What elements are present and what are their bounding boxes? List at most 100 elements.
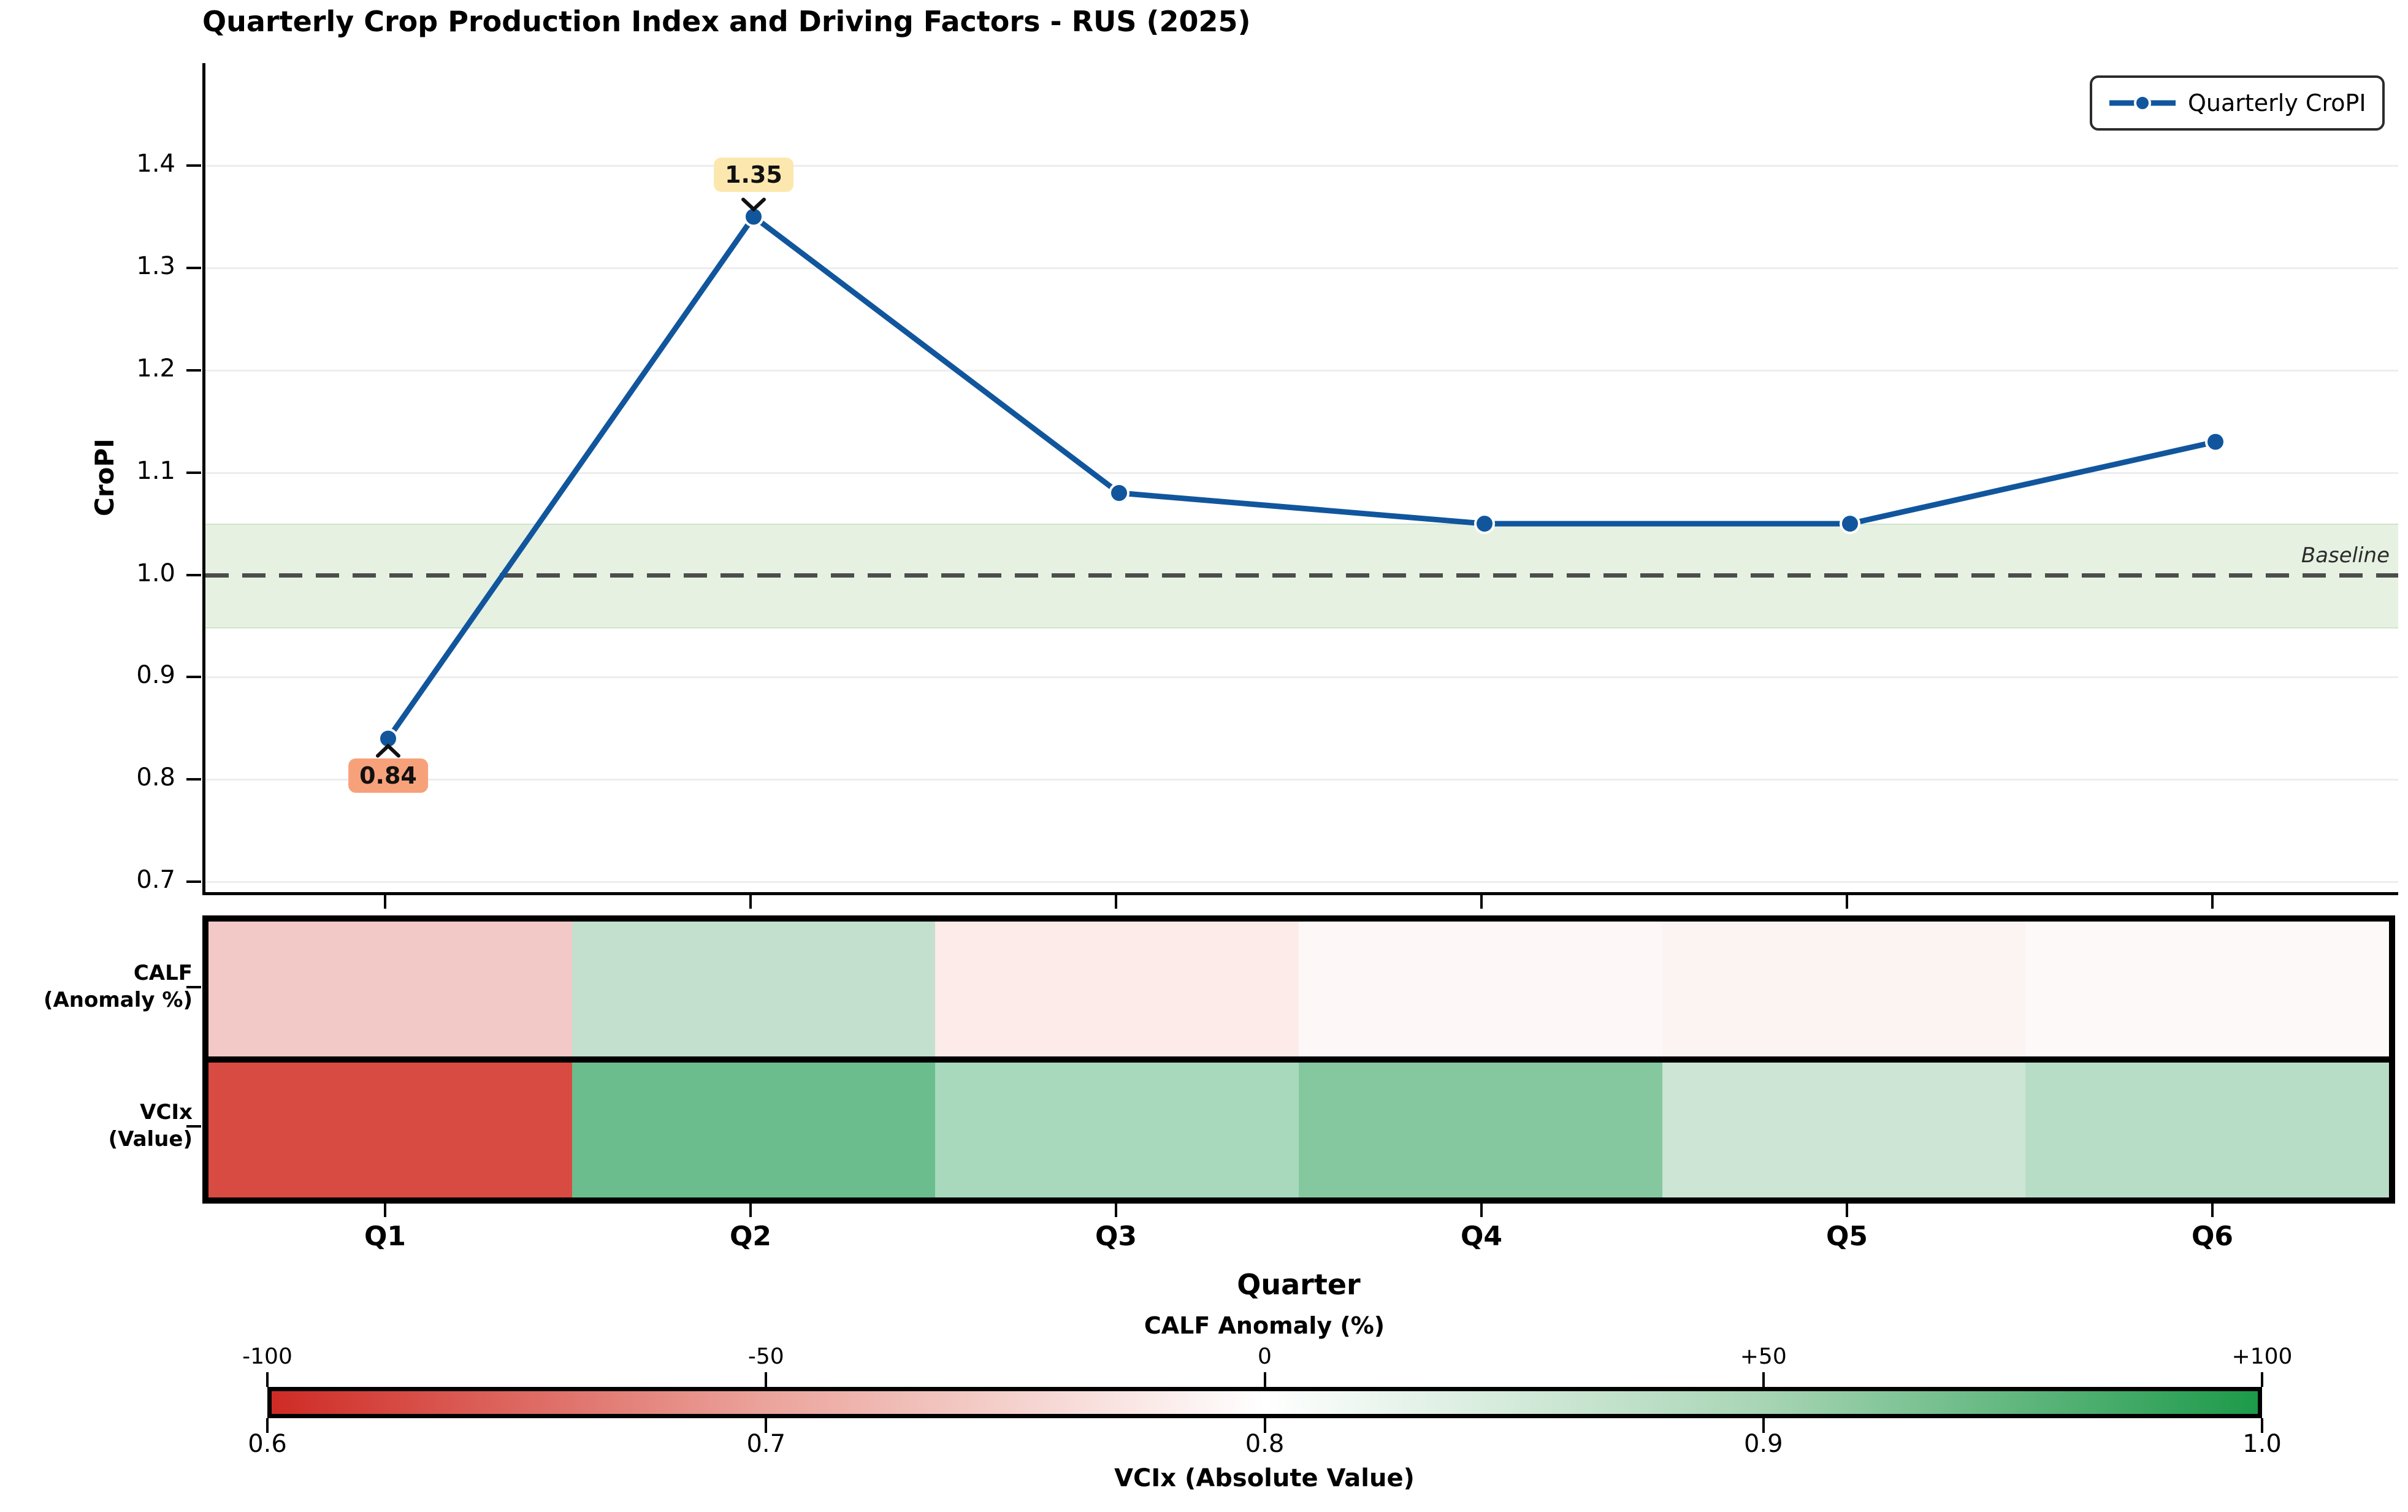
colorbar-bottom-tick-label: 1.0	[2242, 1430, 2282, 1458]
colorbar-top-tick-label: -50	[747, 1344, 784, 1369]
legend: Quarterly CroPI	[2090, 75, 2385, 131]
heatmap-cell-vcix-q4	[1299, 1063, 1662, 1197]
y-tick-label: 0.7	[136, 866, 175, 895]
x-tick-mark	[749, 1204, 752, 1217]
y-tick-mark	[186, 676, 201, 679]
colorbar-tick-mark	[2261, 1418, 2263, 1433]
y-tick-label: 1.4	[136, 149, 175, 178]
y-tick-mark	[186, 164, 201, 167]
x-tick-mark	[384, 1204, 386, 1217]
gridline	[205, 267, 2398, 269]
colorbar-tick-mark	[1762, 1418, 1765, 1433]
colorbar-bottom-tick-label: 0.8	[1245, 1430, 1285, 1458]
colorbar-tick-mark	[765, 1418, 768, 1433]
x-tick-mark	[1480, 895, 1483, 909]
row-label-calf-line2: (Anomaly %)	[43, 987, 193, 1012]
colorbar-top-tick-label: +100	[2231, 1344, 2293, 1369]
x-tick-mark	[1846, 895, 1848, 909]
y-tick-mark	[186, 471, 201, 474]
heatmap-row-vcix	[208, 1063, 2390, 1197]
heatmap-cell-calf-q1	[208, 922, 572, 1056]
y-tick-label: 1.3	[136, 251, 175, 280]
y-tick-label: 0.9	[136, 661, 175, 690]
row-label-vcix-line1: VCIx	[140, 1100, 193, 1124]
data-point-marker	[1474, 513, 1495, 535]
row-label-vcix-line2: (Value)	[108, 1126, 193, 1151]
line-chart-plot-area: Baseline 0.84 1.35	[202, 63, 2398, 895]
colorbar-tick-mark	[1263, 1372, 1266, 1387]
x-tick-label-quarter: Q5	[1825, 1221, 1868, 1252]
y-tick-mark	[186, 573, 201, 576]
y-tick-mark	[186, 266, 201, 269]
heatmap-cell-calf-q5	[1662, 922, 2026, 1056]
heatmap-cell-calf-q6	[2025, 922, 2390, 1056]
x-tick-label-quarter: Q6	[2191, 1221, 2234, 1252]
colorbar-bottom-tick-label: 0.6	[248, 1430, 287, 1458]
x-axis-label: Quarter	[1237, 1268, 1361, 1301]
colorbar-bottom-tick-label: 0.7	[746, 1430, 786, 1458]
arrow-down-icon	[741, 197, 766, 212]
x-tick-mark	[749, 895, 752, 909]
x-tick-label-quarter: Q4	[1460, 1221, 1503, 1252]
gridline	[205, 472, 2398, 474]
gridline	[205, 164, 2398, 167]
heatmap-cell-vcix-q2	[571, 1063, 936, 1197]
colorbar-tick-mark	[2261, 1372, 2263, 1387]
x-tick-label-quarter: Q1	[364, 1221, 407, 1252]
y-tick-mark	[186, 368, 201, 372]
arrow-up-icon	[376, 743, 400, 758]
annotation-q2-value: 1.35	[714, 158, 793, 193]
colorbar-bottom-tick-label: 0.9	[1743, 1430, 1783, 1458]
y-tick-label: 1.0	[136, 559, 175, 587]
x-tick-mark	[1846, 1204, 1848, 1217]
x-tick-mark	[2211, 1204, 2214, 1217]
baseline-label: Baseline	[2301, 543, 2390, 568]
x-tick-mark	[384, 895, 386, 909]
y-tick-label: 0.8	[136, 763, 175, 792]
gridline	[205, 676, 2398, 679]
colorbar-top-title: CALF Anomaly (%)	[1144, 1312, 1385, 1339]
colorbar-tick-mark	[1263, 1418, 1266, 1433]
gridline	[205, 881, 2398, 884]
heatmap-cell-calf-q3	[935, 922, 1299, 1056]
heatmap-cell-vcix-q1	[208, 1063, 572, 1197]
colorbar-tick-mark	[266, 1418, 269, 1433]
heatmap-row-label-calf: CALF (Anomaly %)	[26, 960, 193, 1014]
colorbar-top-tick-label: 0	[1258, 1344, 1272, 1369]
data-point-marker	[1109, 483, 1129, 504]
x-tick-mark	[1480, 1204, 1483, 1217]
x-tick-label-quarter: Q2	[729, 1221, 772, 1252]
colorbar-tick-mark	[1762, 1372, 1765, 1387]
heatmap-row-tick	[186, 986, 201, 988]
legend-entry-label: Quarterly CroPI	[2188, 90, 2366, 116]
baseline-dashed-line	[205, 573, 2398, 578]
y-tick-label: 1.1	[136, 456, 175, 485]
heatmap-row-label-vcix: VCIx (Value)	[26, 1099, 193, 1153]
y-tick-mark	[186, 778, 201, 781]
heatmap-cell-calf-q2	[571, 922, 936, 1056]
colorbar-top-tick-label: -100	[242, 1344, 292, 1369]
x-tick-mark	[1115, 1204, 1117, 1217]
cropi-line-series	[376, 197, 2226, 758]
driver-heatmap	[202, 915, 2395, 1204]
heatmap-cell-vcix-q6	[2025, 1063, 2390, 1197]
y-tick-label: 1.2	[136, 354, 175, 383]
heatmap-cell-calf-q4	[1299, 922, 1662, 1056]
heatmap-cell-vcix-q3	[935, 1063, 1299, 1197]
data-point-marker	[1840, 513, 1860, 535]
heatmap-cell-vcix-q5	[1662, 1063, 2026, 1197]
cropi-line	[386, 212, 2216, 741]
colorbar-bottom-title: VCIx (Absolute Value)	[1114, 1464, 1415, 1492]
x-tick-mark	[2211, 895, 2214, 909]
gridline	[205, 779, 2398, 781]
heatmap-row-calf	[208, 922, 2390, 1056]
x-tick-label-quarter: Q3	[1095, 1221, 1137, 1252]
colorbar-gradient	[267, 1387, 2262, 1418]
row-label-calf-line1: CALF	[133, 961, 193, 985]
data-point-marker	[2205, 431, 2226, 452]
heatmap-row-tick	[186, 1125, 201, 1128]
colorbar-top-tick-label: +50	[1740, 1344, 1787, 1369]
chart-title: Quarterly Crop Production Index and Driv…	[202, 5, 1251, 38]
legend-line-marker-icon	[2109, 95, 2176, 111]
